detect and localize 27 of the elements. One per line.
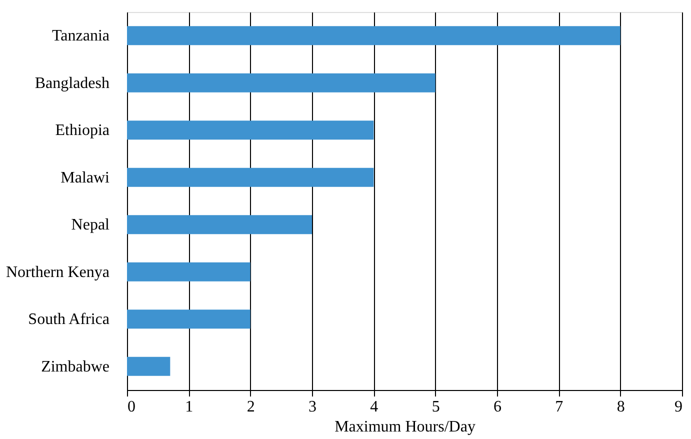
bar — [127, 310, 250, 329]
x-tick-label: 8 — [616, 398, 625, 416]
y-tick-label: Nepal — [71, 216, 110, 234]
x-tick-label: 9 — [674, 398, 682, 416]
x-tick-label: 0 — [128, 398, 136, 416]
x-tick-label: 1 — [185, 398, 194, 416]
bar — [127, 73, 436, 92]
x-tick-label: 2 — [246, 398, 255, 416]
x-tick-label: 6 — [494, 398, 502, 416]
bar — [127, 215, 312, 234]
bar — [127, 26, 620, 46]
bar — [127, 356, 170, 376]
x-tick-label: 4 — [370, 398, 378, 416]
x-tick-label: 7 — [555, 398, 564, 416]
y-tick-label: Ethiopia — [55, 122, 110, 140]
y-tick-label: Tanzania — [52, 28, 110, 45]
y-tick-label: Northern Kenya — [6, 264, 110, 281]
y-tick-label: South Africa — [28, 311, 110, 328]
bar — [127, 120, 374, 140]
y-tick-label: Malawi — [60, 169, 110, 186]
y-tick-label: Bangladesh — [34, 74, 110, 92]
x-axis-title: Maximum Hours/Day — [334, 418, 476, 436]
bar — [127, 168, 374, 187]
x-tick-label: 5 — [432, 398, 440, 416]
y-tick-label: Zimbabwe — [41, 358, 110, 376]
x-tick-label: 3 — [308, 398, 316, 416]
bar — [127, 262, 250, 282]
